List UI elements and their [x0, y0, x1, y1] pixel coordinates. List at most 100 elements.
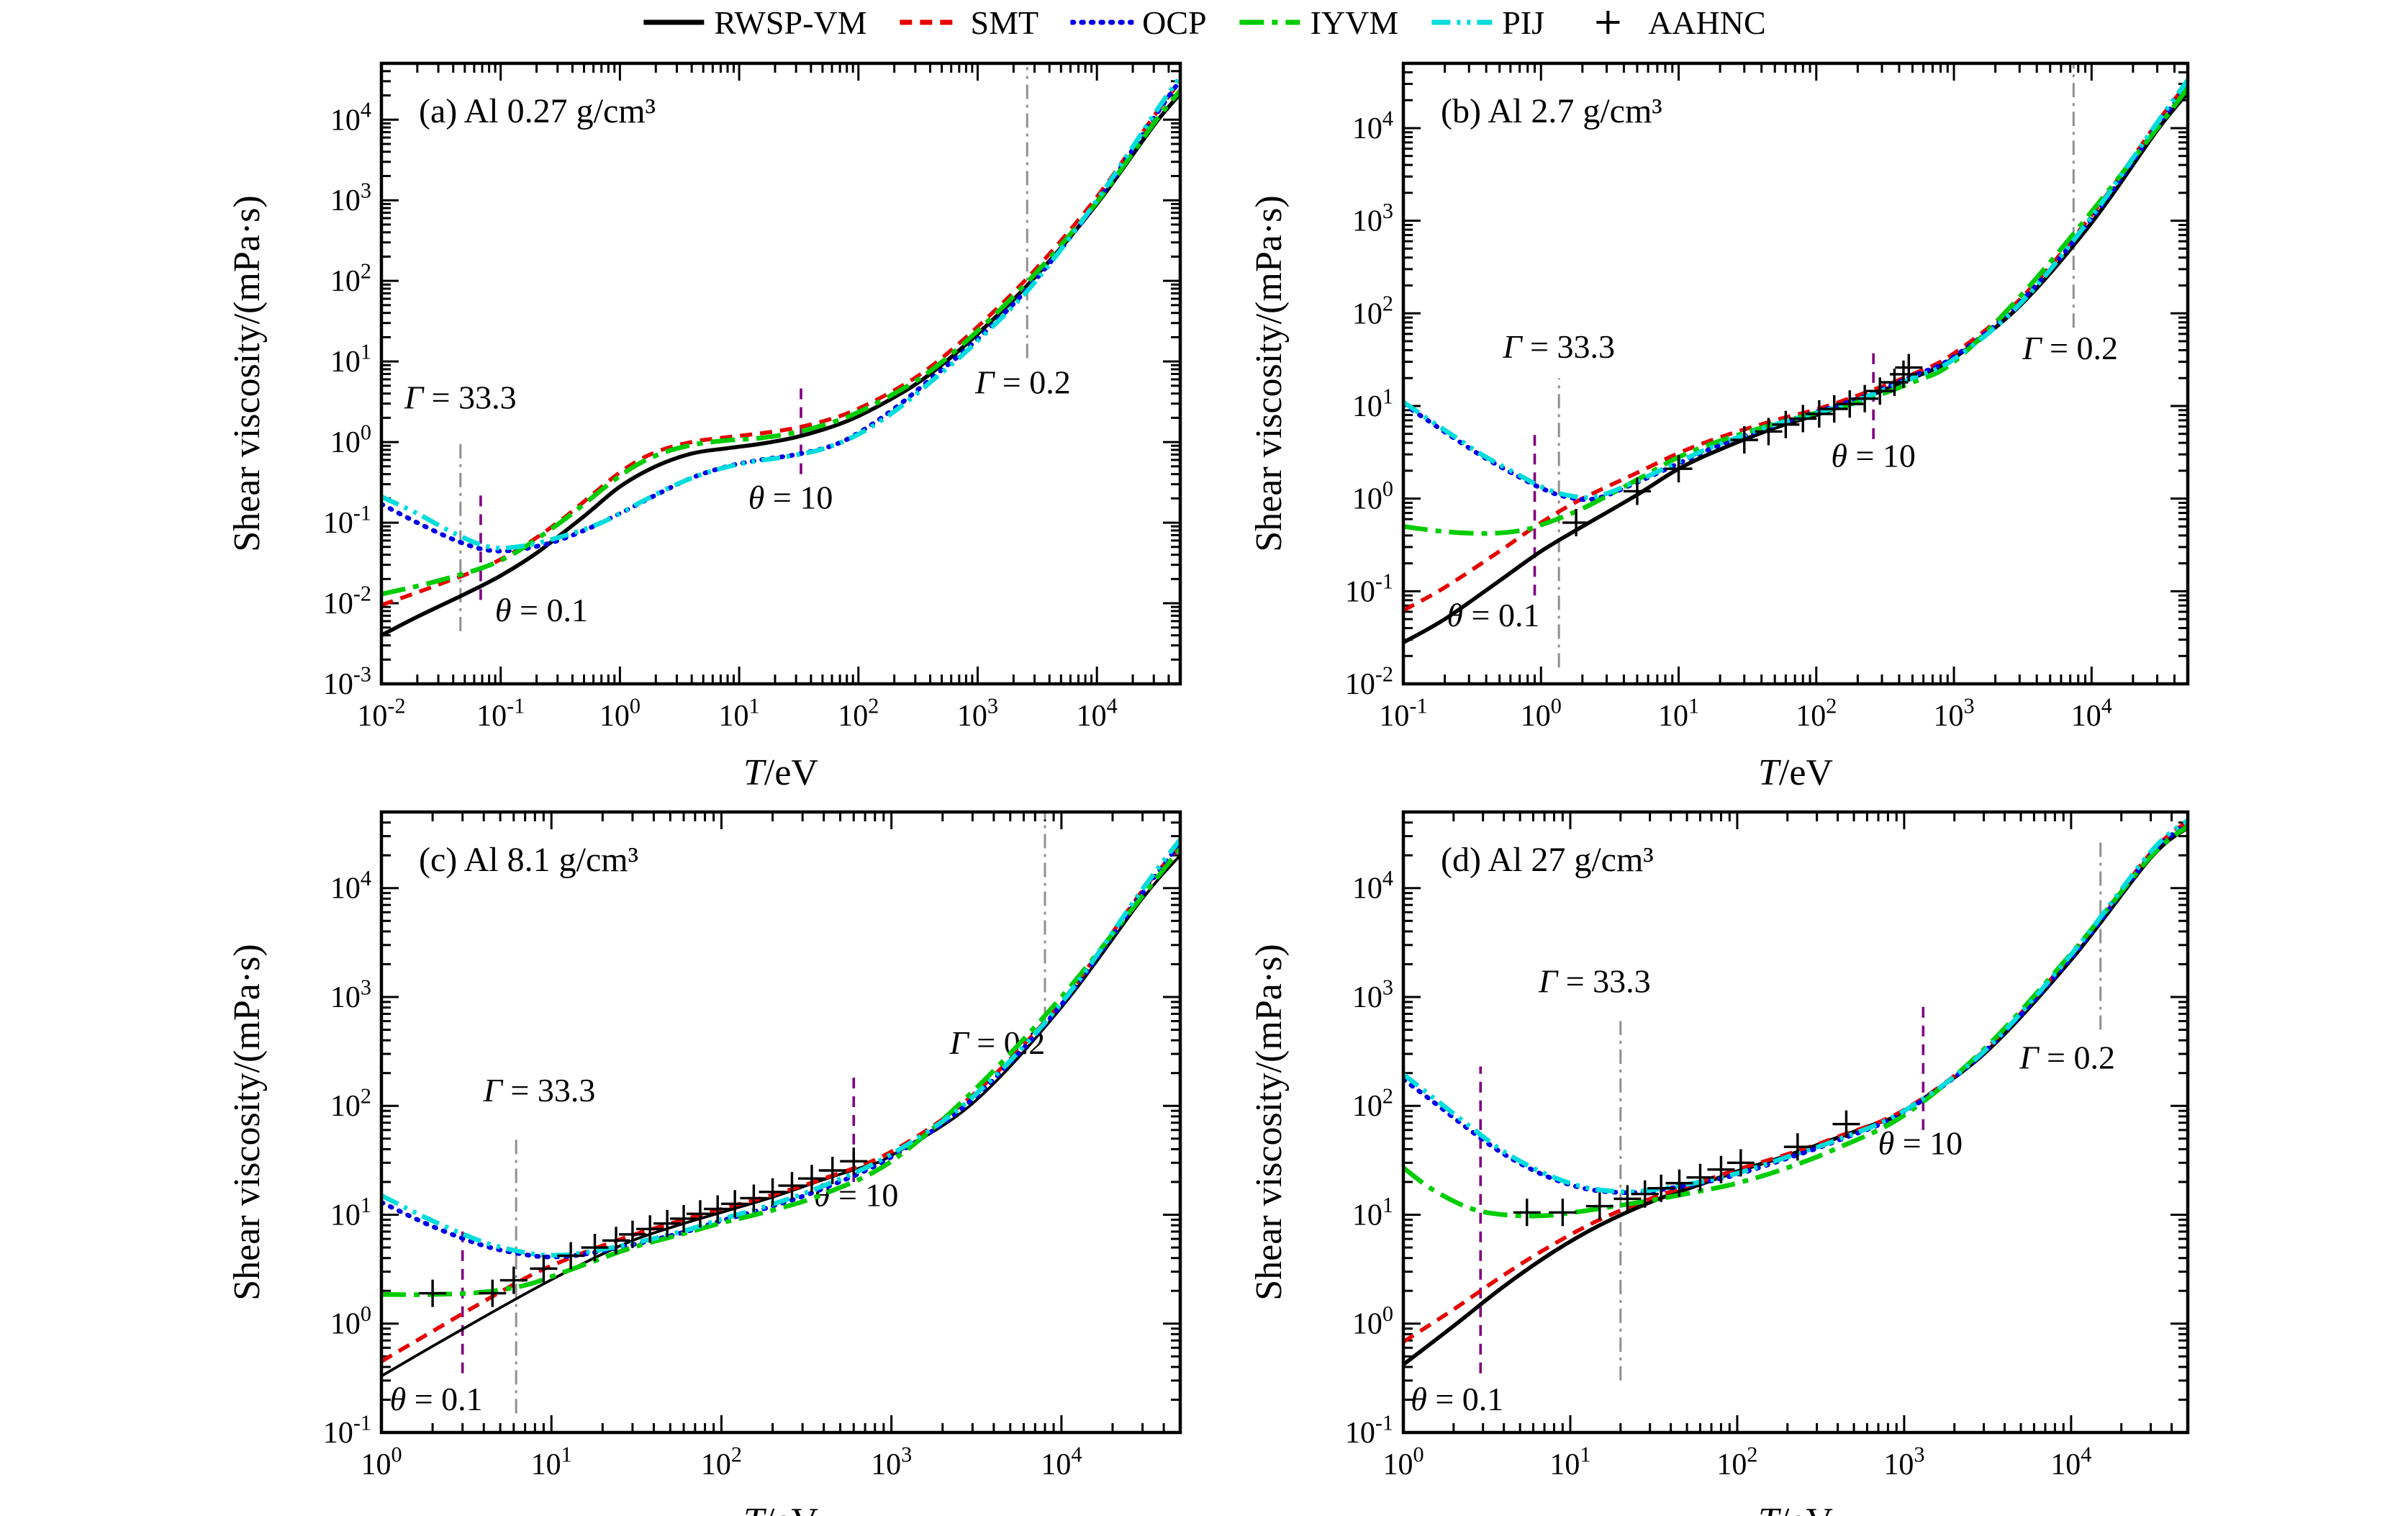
x-axis-label: T/eV	[1758, 1501, 1833, 1516]
aahnc-marker	[1513, 1199, 1541, 1227]
svg-text:101: 101	[1352, 384, 1393, 423]
legend-label: RWSP-VM	[714, 4, 867, 41]
annotation-label: θ = 10	[1831, 438, 1916, 474]
aahnc-marker	[818, 1157, 846, 1184]
aahnc-marker	[797, 1165, 825, 1193]
curve-smt	[1403, 819, 2188, 1344]
axis-tick-labels: 10-2 10-1 100 101 102 103 10410-310-210-110010…	[323, 98, 1118, 733]
svg-text:101: 101	[1352, 1193, 1393, 1232]
curve-pij	[381, 838, 1180, 1258]
svg-text:10-1: 10-1	[323, 1410, 371, 1450]
aahnc-marker	[704, 1195, 732, 1223]
curves	[1403, 78, 2188, 644]
curve-ocp	[1403, 83, 2188, 502]
aahnc-marker	[778, 1172, 806, 1200]
annotation-label: θ = 0.1	[495, 592, 588, 628]
svg-text:102: 102	[1796, 693, 1837, 733]
svg-text:104: 104	[2050, 1442, 2091, 1481]
aahnc-marker	[479, 1279, 507, 1307]
aahnc-marker	[557, 1242, 585, 1270]
svg-text:100: 100	[1521, 693, 1562, 733]
svg-text:101: 101	[1549, 1442, 1590, 1481]
svg-text:100: 100	[1352, 477, 1393, 516]
aahnc-marker	[1895, 353, 1923, 382]
plot-frame	[1401, 810, 2190, 1435]
curve-rwsp-vm	[381, 854, 1180, 1378]
aahnc-marker	[602, 1227, 630, 1255]
annotation-label: θ = 0.1	[390, 1381, 483, 1417]
annotation-label: θ = 10	[1878, 1124, 1963, 1161]
aahnc-marker	[1562, 509, 1590, 537]
curve-rwsp-vm	[1403, 826, 2188, 1366]
aahnc-marker	[1805, 400, 1833, 428]
curves	[1403, 818, 2188, 1366]
x-axis-label: T/eV	[1758, 752, 1833, 793]
svg-text:103: 103	[330, 179, 371, 218]
svg-text:101: 101	[719, 693, 760, 733]
curve-ocp	[381, 77, 1180, 554]
svg-text:104: 104	[330, 98, 371, 137]
legend-item-rwsp-vm: RWSP-VM	[642, 4, 867, 42]
svg-text:102: 102	[330, 1084, 371, 1124]
annotation-label: Γ = 0.2	[2019, 1039, 2115, 1075]
annotation-label: θ = 0.1	[1411, 1381, 1503, 1417]
aahnc-marker	[1772, 410, 1800, 438]
legend-item-pij: PIJ	[1430, 4, 1544, 42]
legend-item-iyvm: IYVM	[1239, 4, 1398, 42]
aahnc-marker	[1726, 1149, 1755, 1177]
annotation-label: θ = 10	[748, 479, 833, 515]
svg-text:101: 101	[531, 1442, 572, 1481]
svg-text:104: 104	[330, 866, 371, 906]
aahnc-marker	[840, 1147, 868, 1176]
aahnc-marker	[1585, 1192, 1613, 1220]
svg-text:103: 103	[330, 975, 371, 1014]
svg-text:101: 101	[1658, 693, 1699, 733]
iyvm-line-sample	[1239, 19, 1300, 25]
aahnc-marker	[1613, 1185, 1642, 1213]
svg-text:10-1: 10-1	[1345, 569, 1393, 609]
svg-text:10-2: 10-2	[357, 693, 405, 733]
svg-text:104: 104	[1041, 1442, 1082, 1481]
panel-title: (a) Al 0.27 g/cm³	[419, 92, 656, 130]
svg-text:101: 101	[330, 1193, 371, 1232]
annotation-label: Γ = 33.3	[483, 1072, 596, 1109]
aahnc-marker	[1783, 1133, 1811, 1161]
svg-text:104: 104	[2071, 693, 2112, 733]
curve-iyvm	[381, 847, 1180, 1297]
svg-text:10-3: 10-3	[323, 662, 371, 701]
svg-text:104: 104	[1352, 106, 1393, 145]
legend-item-smt: SMT	[899, 4, 1038, 42]
svg-text:103: 103	[1352, 975, 1393, 1014]
curve-rwsp-vm	[1403, 91, 2188, 644]
annotation-label: Γ = 0.2	[974, 364, 1071, 401]
svg-text:100: 100	[599, 693, 641, 733]
aahnc-marker	[1755, 418, 1783, 446]
annotation-label: θ = 10	[814, 1177, 899, 1214]
legend: RWSP-VM SMT OCP IYVM PIJ AAHNC	[642, 1, 1766, 43]
svg-text:102: 102	[701, 1442, 742, 1481]
svg-text:100: 100	[330, 1301, 371, 1341]
y-axis-label: Shear viscosity/(mPa·s)	[1249, 195, 1290, 551]
svg-text:10-2: 10-2	[1345, 662, 1393, 701]
aahnc-marker	[1665, 1169, 1693, 1197]
aahnc-marker	[740, 1184, 768, 1212]
annotation-label: Γ = 33.3	[404, 379, 517, 416]
legend-item-ocp: OCP	[1070, 4, 1207, 42]
pij-line-sample	[1431, 19, 1493, 25]
aahnc-marker	[530, 1255, 558, 1283]
legend-label: PIJ	[1502, 4, 1545, 41]
panel-title: (d) Al 27 g/cm³	[1441, 841, 1654, 879]
svg-text:10-2: 10-2	[323, 581, 371, 621]
y-axis-label: Shear viscosity/(mPa·s)	[227, 195, 268, 551]
panel-title: (c) Al 8.1 g/cm³	[419, 841, 638, 879]
aahnc-marker	[1730, 426, 1758, 454]
svg-text:102: 102	[330, 259, 371, 299]
svg-text:103: 103	[871, 1442, 912, 1481]
legend-label: OCP	[1142, 4, 1207, 41]
axis-ticks	[1402, 63, 2188, 685]
svg-text:10-1: 10-1	[1345, 1410, 1393, 1450]
annotation-label: Γ = 33.3	[1502, 328, 1615, 365]
